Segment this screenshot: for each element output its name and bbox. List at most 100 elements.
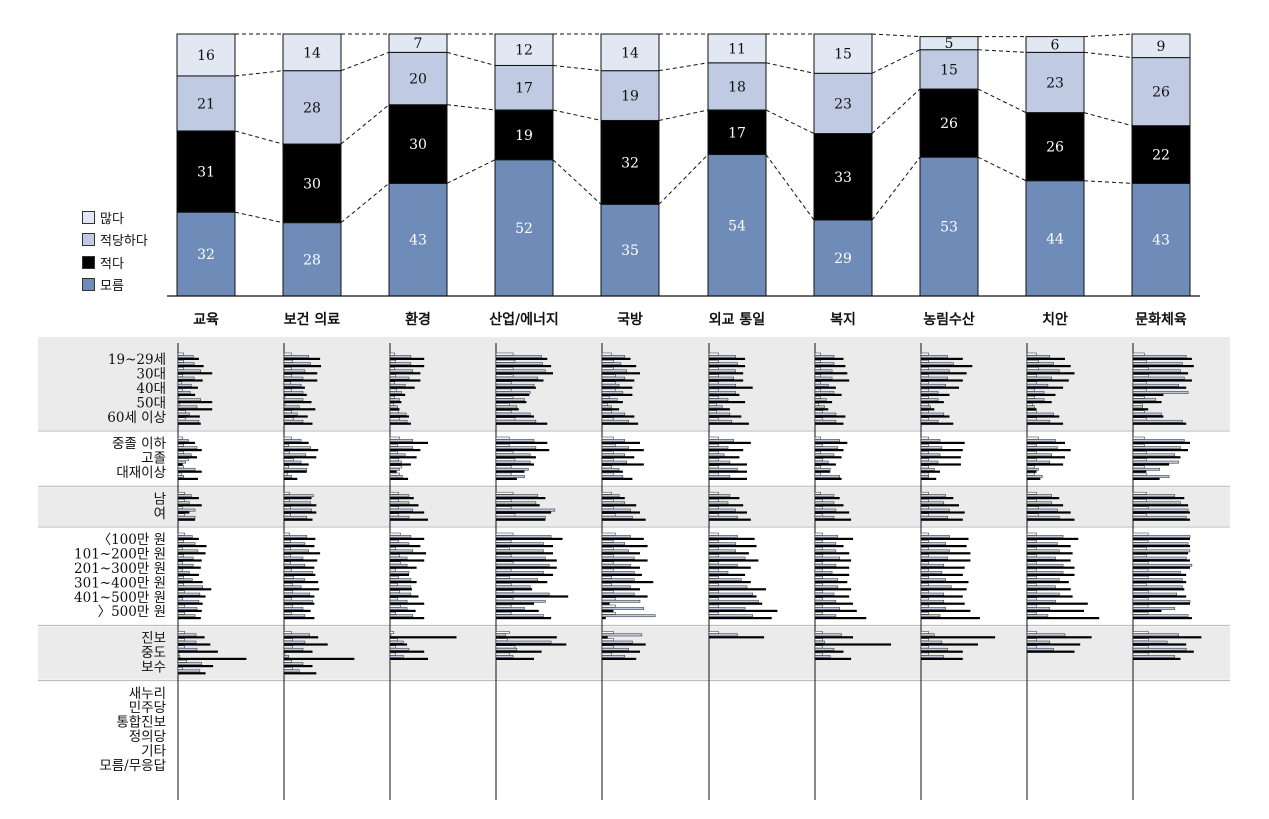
stacked-bar-segment: [707, 109, 767, 156]
small-bar: [495, 607, 525, 610]
small-bar: [390, 477, 409, 480]
small-bar: [601, 547, 614, 550]
small-bar: [709, 477, 747, 480]
small-bar: [708, 405, 723, 409]
small-bar: [177, 374, 183, 378]
small-bar: [601, 578, 635, 582]
small-bar: [389, 491, 399, 495]
small-bar: [1132, 561, 1149, 565]
small-bar: [814, 568, 823, 572]
small-bar: [389, 578, 412, 582]
small-bar: [496, 463, 534, 466]
small-bar: [920, 599, 945, 603]
small-bar: [1027, 497, 1060, 500]
small-bar: [177, 669, 201, 673]
small-bar: [389, 645, 396, 649]
connector-line: [977, 49, 1027, 53]
small-bar: [283, 539, 291, 543]
small-bar: [283, 494, 314, 498]
small-bar: [814, 465, 821, 469]
connector-line: [658, 154, 709, 205]
small-bar: [1027, 650, 1075, 653]
small-bar: [389, 458, 399, 462]
small-bar: [389, 355, 412, 358]
small-bar: [815, 537, 853, 540]
legend-label: 모름: [100, 279, 124, 295]
small-bar: [1132, 410, 1145, 414]
small-bar: [495, 494, 539, 498]
small-bar: [1132, 556, 1187, 560]
small-bar: [601, 647, 629, 651]
small-bar: [1133, 617, 1192, 620]
stacked-bar-segment: [707, 33, 767, 64]
small-bar: [495, 458, 516, 462]
small-bar: [283, 638, 293, 642]
small-bar: [708, 515, 738, 519]
small-bar: [284, 441, 309, 444]
small-bar: [283, 568, 292, 572]
small-bar: [283, 381, 291, 385]
small-bar: [601, 383, 620, 387]
small-bar: [1132, 645, 1149, 649]
small-bar: [708, 391, 736, 394]
small-bar: [1132, 571, 1181, 574]
small-bar: [284, 379, 318, 382]
small-bar: [814, 590, 823, 594]
small-bar: [1026, 645, 1037, 649]
small-bar: [1026, 631, 1037, 634]
small-bar: [1026, 599, 1056, 603]
small-bar: [1132, 513, 1147, 517]
small-bar: [496, 595, 569, 598]
small-bar: [177, 578, 193, 582]
small-bar: [284, 401, 312, 404]
small-bar: [1132, 597, 1149, 601]
small-bar: [814, 539, 823, 543]
small-bar: [496, 386, 536, 389]
small-bar: [283, 443, 289, 447]
stacked-bar-segment: [600, 33, 660, 72]
small-bar: [1132, 388, 1147, 392]
small-bar: [283, 465, 289, 469]
legend-swatch: [82, 210, 95, 224]
stacked-bar-segment: [600, 119, 660, 205]
small-bar: [177, 575, 184, 579]
small-bar: [495, 590, 514, 594]
small-bar: [1132, 395, 1145, 399]
small-bar: [920, 547, 929, 550]
small-bar: [389, 439, 414, 442]
small-bar: [1026, 508, 1058, 512]
small-bar: [1132, 633, 1179, 637]
small-bar: [814, 583, 823, 586]
small-bar: [815, 595, 850, 598]
small-bar: [815, 463, 836, 466]
small-bar: [283, 501, 311, 505]
small-bar: [601, 592, 635, 596]
small-bar: [815, 449, 844, 452]
small-bar: [496, 602, 534, 605]
small-bar: [1026, 446, 1058, 450]
small-bar: [283, 362, 311, 366]
small-bar: [177, 547, 183, 550]
small-bar: [177, 583, 184, 586]
small-bar: [495, 561, 514, 565]
small-bar: [601, 388, 616, 392]
small-bar: [1132, 352, 1145, 356]
small-bar: [815, 372, 848, 375]
small-bar: [708, 451, 719, 454]
small-bar: [178, 650, 218, 653]
small-bar: [177, 604, 185, 608]
small-bar: [815, 393, 842, 396]
small-bar: [708, 383, 736, 387]
small-bar: [708, 355, 736, 358]
small-bar: [1026, 398, 1045, 402]
small-bar: [1027, 643, 1081, 646]
small-bar: [283, 515, 308, 519]
small-bar: [1132, 535, 1191, 538]
small-bar: [389, 369, 414, 373]
row-label: 기타: [141, 743, 166, 759]
small-bar: [920, 501, 945, 505]
small-bar: [177, 590, 185, 594]
small-bar: [495, 499, 512, 502]
small-bar: [815, 650, 844, 653]
small-bar: [814, 542, 837, 546]
